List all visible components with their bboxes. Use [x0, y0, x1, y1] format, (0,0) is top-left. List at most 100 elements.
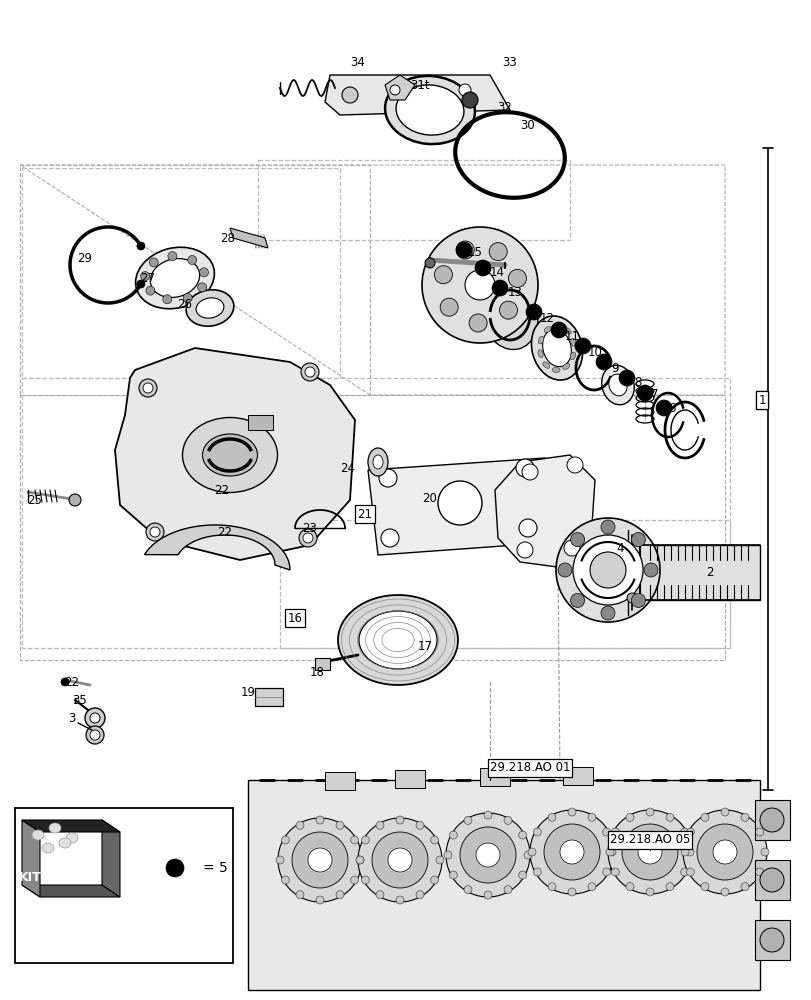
Circle shape [483, 891, 491, 899]
Text: 18: 18 [309, 666, 324, 678]
Circle shape [655, 400, 672, 416]
Circle shape [568, 888, 575, 896]
Ellipse shape [32, 830, 44, 840]
Circle shape [720, 808, 728, 816]
Polygon shape [247, 780, 759, 990]
Text: 13: 13 [507, 286, 521, 300]
Circle shape [296, 891, 303, 899]
Text: 19: 19 [240, 686, 255, 700]
Circle shape [607, 810, 691, 894]
Text: 6: 6 [667, 401, 675, 414]
Circle shape [499, 301, 517, 319]
Ellipse shape [186, 290, 234, 326]
Circle shape [162, 295, 171, 304]
Circle shape [298, 529, 316, 547]
Text: 21: 21 [357, 508, 372, 520]
Circle shape [547, 813, 556, 821]
Circle shape [434, 266, 452, 284]
Circle shape [296, 821, 303, 829]
Circle shape [475, 843, 500, 867]
Circle shape [140, 272, 149, 281]
Text: 16: 16 [287, 611, 303, 624]
Bar [754, 860, 789, 900]
Ellipse shape [384, 76, 474, 144]
Circle shape [375, 891, 384, 899]
Bar [754, 800, 789, 840]
Ellipse shape [396, 85, 463, 135]
Circle shape [301, 363, 319, 381]
Ellipse shape [202, 434, 257, 476]
Circle shape [483, 811, 491, 819]
Circle shape [448, 871, 457, 879]
Circle shape [415, 821, 423, 829]
Circle shape [149, 258, 158, 267]
Text: 9: 9 [611, 361, 618, 374]
Circle shape [292, 832, 348, 888]
Circle shape [336, 821, 344, 829]
Ellipse shape [196, 298, 224, 318]
Circle shape [590, 552, 625, 588]
Text: 22: 22 [217, 526, 232, 538]
Circle shape [463, 816, 471, 824]
Circle shape [424, 258, 435, 268]
Circle shape [665, 883, 673, 891]
Circle shape [437, 481, 482, 525]
Circle shape [515, 459, 534, 477]
Circle shape [685, 868, 693, 876]
Circle shape [187, 255, 196, 264]
Text: 14: 14 [489, 265, 504, 278]
Circle shape [396, 896, 404, 904]
Polygon shape [22, 820, 120, 832]
Ellipse shape [337, 595, 457, 685]
Polygon shape [384, 75, 414, 100]
Ellipse shape [538, 336, 543, 344]
Circle shape [355, 856, 363, 864]
Text: 1: 1 [757, 393, 765, 406]
Circle shape [600, 520, 614, 534]
Circle shape [143, 383, 152, 393]
Circle shape [521, 464, 538, 480]
Bar [562, 767, 592, 785]
Circle shape [463, 886, 471, 894]
Circle shape [458, 84, 470, 96]
Circle shape [556, 518, 659, 622]
Circle shape [759, 808, 783, 832]
Polygon shape [495, 455, 594, 568]
Ellipse shape [608, 374, 626, 396]
Circle shape [560, 840, 583, 864]
Bar [754, 920, 789, 960]
Circle shape [277, 818, 362, 902]
Circle shape [361, 876, 369, 884]
Circle shape [445, 813, 530, 897]
Ellipse shape [538, 350, 543, 358]
Ellipse shape [553, 324, 561, 329]
Circle shape [389, 85, 400, 95]
Circle shape [625, 813, 633, 821]
Circle shape [85, 708, 105, 728]
Circle shape [530, 810, 613, 894]
Text: 3: 3 [68, 712, 75, 724]
Circle shape [573, 535, 642, 605]
Text: 10: 10 [587, 346, 602, 359]
Circle shape [680, 868, 688, 876]
Circle shape [281, 876, 289, 884]
Circle shape [436, 856, 444, 864]
Text: 20: 20 [422, 491, 437, 504]
Circle shape [139, 379, 157, 397]
Circle shape [508, 269, 526, 287]
Text: 11: 11 [564, 330, 579, 344]
Circle shape [740, 883, 748, 891]
Circle shape [626, 593, 636, 603]
Ellipse shape [530, 316, 581, 380]
Circle shape [448, 831, 457, 839]
Circle shape [197, 283, 207, 292]
Circle shape [570, 533, 584, 547]
Circle shape [643, 563, 657, 577]
Circle shape [456, 242, 471, 258]
Bar [247, 415, 272, 430]
Ellipse shape [367, 448, 388, 476]
Text: 35: 35 [72, 694, 88, 706]
Circle shape [146, 523, 164, 541]
Circle shape [86, 726, 104, 744]
Circle shape [543, 824, 599, 880]
